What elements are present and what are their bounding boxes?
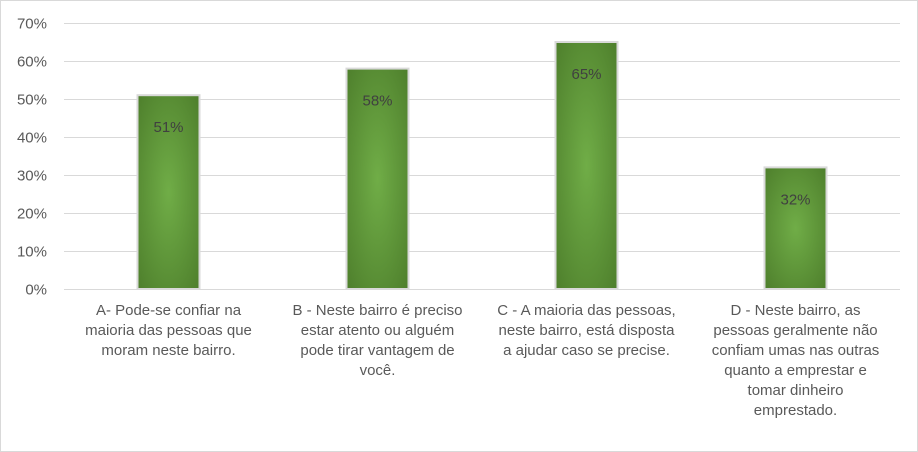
category-label-line: quanto a emprestar e xyxy=(724,362,867,379)
gridlines xyxy=(64,23,900,290)
y-tick-label: 60% xyxy=(17,54,47,71)
bars xyxy=(136,41,828,290)
data-label-d: 32% xyxy=(780,191,810,208)
category-label-line: B - Neste bairro é preciso xyxy=(292,302,463,319)
category-label-line: D - Neste bairro, as xyxy=(730,302,861,319)
category-label-d: D - Neste bairro, as pessoas geralmente n… xyxy=(696,301,896,421)
category-label-line: emprestado. xyxy=(753,402,838,419)
category-label-line: C - A maioria das pessoas, xyxy=(497,302,676,319)
category-label-line: tomar dinheiro xyxy=(747,382,844,399)
bar-b xyxy=(345,67,410,290)
category-label-a: A- Pode-se confiar na maioria das pessoas… xyxy=(69,301,269,361)
y-tick-label: 50% xyxy=(17,92,47,109)
y-tick-label: 20% xyxy=(17,206,47,223)
data-label-b: 58% xyxy=(362,93,392,110)
data-label-c: 65% xyxy=(571,66,601,83)
data-labels: 51% 58% 65% 32% xyxy=(153,66,810,208)
category-label-line: estar atento ou alguém xyxy=(300,322,455,339)
category-label-line: pode tirar vantagem de xyxy=(300,342,455,359)
category-label-line: maioria das pessoas que xyxy=(85,322,252,339)
category-label-line: moram neste bairro. xyxy=(101,342,236,359)
bar-a xyxy=(136,94,201,290)
y-axis-ticks: 0% 10% 20% 30% 40% 50% 60% 70% xyxy=(17,16,47,299)
bar-d xyxy=(763,166,828,290)
category-label-line: pessoas geralmente não xyxy=(713,322,878,339)
category-label-line: você. xyxy=(359,362,396,379)
y-tick-label: 30% xyxy=(17,168,47,185)
y-tick-label: 0% xyxy=(25,282,47,299)
category-label-line: confiam umas nas outras xyxy=(711,342,880,359)
data-label-a: 51% xyxy=(153,119,183,136)
category-label-line: neste bairro, está disposta xyxy=(498,322,675,339)
y-tick-label: 10% xyxy=(17,244,47,261)
category-label-c: C - A maioria das pessoas, neste bairro, … xyxy=(487,301,687,361)
category-label-line: A- Pode-se confiar na xyxy=(95,302,242,319)
y-tick-label: 40% xyxy=(17,130,47,147)
category-label-b: B - Neste bairro é preciso estar atento o… xyxy=(278,301,478,381)
y-tick-label: 70% xyxy=(17,16,47,33)
bar-c xyxy=(554,41,619,290)
category-label-line: a ajudar caso se precise. xyxy=(503,342,670,359)
